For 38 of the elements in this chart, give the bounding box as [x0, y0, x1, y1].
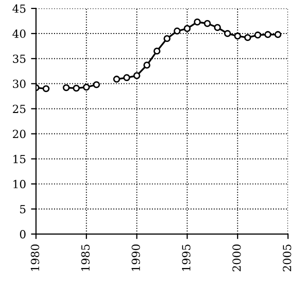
- point: [244, 34, 252, 42]
- point: [264, 31, 272, 38]
- y-tick-label: 30: [12, 80, 26, 88]
- x-tick-label: 1990: [132, 244, 140, 271]
- point: [214, 24, 221, 31]
- point: [123, 74, 130, 82]
- point: [254, 32, 262, 39]
- point: [62, 84, 70, 92]
- y-tick-label: 20: [12, 130, 26, 138]
- x-tick-label: 2005: [282, 244, 292, 272]
- x-tick-label: 1985: [81, 244, 90, 271]
- y-tick-label: 25: [12, 104, 26, 114]
- point: [143, 62, 150, 69]
- point: [133, 72, 140, 80]
- point: [274, 31, 282, 38]
- x-tick-label: 2000: [232, 244, 241, 272]
- point: [113, 76, 120, 83]
- point: [164, 35, 171, 42]
- point: [224, 30, 231, 37]
- point: [174, 28, 181, 34]
- point: [234, 32, 242, 40]
- x-tick-label: 1995: [182, 244, 190, 271]
- point: [194, 18, 201, 26]
- point: [82, 84, 90, 91]
- y-tick-label: 15: [13, 154, 26, 164]
- point: [184, 25, 191, 32]
- point: [204, 20, 211, 27]
- point: [42, 85, 50, 92]
- y-tick-label: 5: [20, 205, 26, 214]
- y-tick-label: 45: [12, 4, 26, 13]
- point: [72, 84, 80, 92]
- x-tick-label: 1980: [30, 244, 40, 271]
- y-tick-label: 40: [12, 30, 26, 38]
- y-tick-label: 35: [12, 54, 26, 63]
- y-tick-label: 10: [13, 180, 26, 188]
- y-tick-label: 0: [20, 230, 26, 238]
- point: [153, 48, 160, 55]
- point: [93, 81, 100, 88]
